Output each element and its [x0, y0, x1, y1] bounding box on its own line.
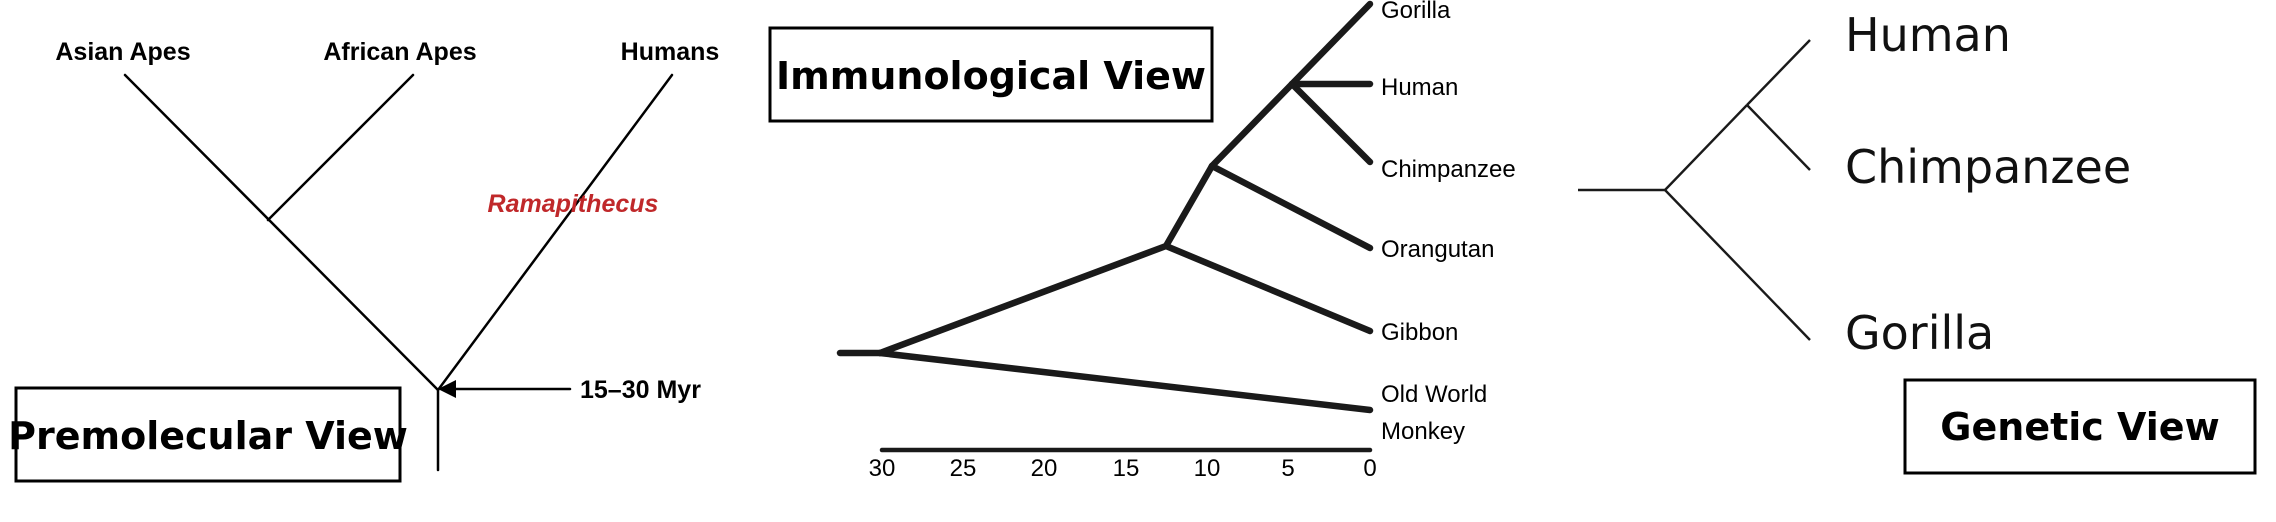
- premolecular-view-panel: Asian Apes African Apes Humans Ramapithe…: [8, 38, 720, 483]
- axis-tick-label: 20: [1031, 455, 1058, 482]
- immuno-branch-apes: [876, 242, 1170, 357]
- immunological-view-title: Immunological View: [776, 54, 1206, 98]
- genetic-branch-gorilla: [1664, 189, 1811, 341]
- branch-humans: [436, 73, 674, 392]
- axis-tick-label: 15: [1113, 455, 1140, 482]
- axis-tick-label: 25: [950, 455, 977, 482]
- divergence-time-label: 15–30 Myr: [580, 376, 701, 404]
- genetic-branch-chimpanzee: [1746, 104, 1811, 171]
- genetic-branch-human: [1746, 39, 1811, 106]
- genetic-view-panel: Human Chimpanzee Gorilla Genetic View: [1578, 8, 2257, 475]
- immuno-label-gorilla: Gorilla: [1381, 0, 1451, 24]
- taxon-label-african-apes: African Apes: [323, 38, 476, 66]
- branch-african-apes: [266, 73, 415, 222]
- genetic-label-human: Human: [1845, 8, 2011, 62]
- immunological-view-panel: Immunological View Gorilla Human Chimpan…: [768, 0, 1516, 482]
- axis-tick-label: 30: [869, 455, 896, 482]
- taxon-label-humans: Humans: [621, 38, 720, 66]
- axis-tick-label: 0: [1363, 455, 1376, 482]
- genetic-view-title: Genetic View: [1940, 405, 2219, 449]
- immuno-label-human: Human: [1381, 74, 1458, 101]
- immuno-branch-african-clade: [1208, 80, 1296, 170]
- taxon-label-asian-apes: Asian Apes: [55, 38, 190, 66]
- immuno-branch-old-world-monkey: [876, 349, 1374, 414]
- genetic-branch-human-chimp: [1664, 104, 1748, 191]
- genetic-title-box: [1903, 378, 2257, 475]
- immuno-label-orangutan: Orangutan: [1381, 236, 1494, 263]
- immuno-branch-orangutan: [1208, 162, 1374, 252]
- immuno-label-chimpanzee: Chimpanzee: [1381, 156, 1516, 183]
- branch-asian-apes: [123, 73, 440, 392]
- immuno-branch-gorilla: [1288, 0, 1374, 88]
- immuno-branch-gibbon: [1162, 242, 1374, 335]
- genetic-label-gorilla: Gorilla: [1845, 306, 1994, 360]
- immuno-axis-ticks: 30 25 20 15 10 5 0: [869, 455, 1377, 482]
- immuno-label-gibbon: Gibbon: [1381, 319, 1458, 346]
- premolecular-view-title: Premolecular View: [8, 414, 408, 458]
- premolecular-title-box: [14, 386, 402, 483]
- axis-tick-label: 5: [1281, 455, 1294, 482]
- ramapithecus-label: Ramapithecus: [488, 190, 659, 218]
- genetic-label-chimpanzee: Chimpanzee: [1845, 140, 2131, 194]
- immuno-branch-great-apes: [1162, 162, 1216, 250]
- immuno-label-monkey: Monkey: [1381, 418, 1465, 445]
- axis-tick-label: 10: [1194, 455, 1221, 482]
- immuno-branch-chimpanzee: [1288, 80, 1374, 166]
- immuno-label-old-world: Old World: [1381, 381, 1487, 408]
- divergence-arrow-head: [438, 380, 456, 398]
- immunological-title-box: [768, 26, 1214, 123]
